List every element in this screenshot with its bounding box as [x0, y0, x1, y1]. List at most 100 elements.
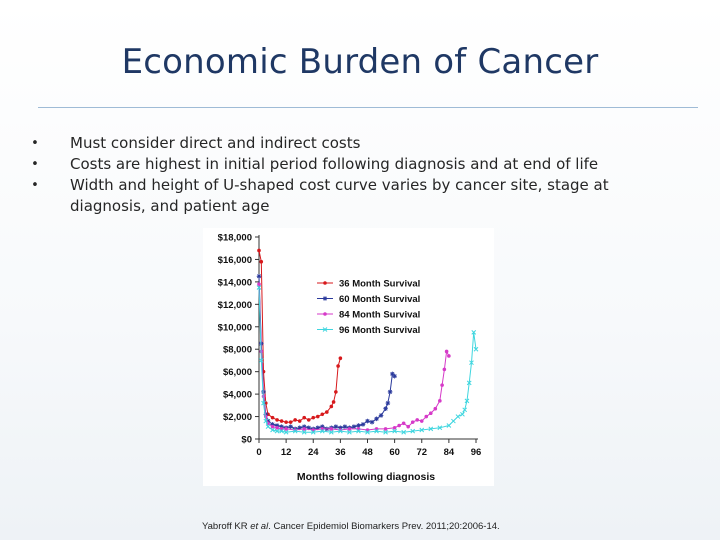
data-point	[451, 418, 456, 424]
data-point	[383, 429, 388, 435]
data-point	[315, 414, 320, 419]
data-point	[283, 429, 289, 435]
data-point	[469, 360, 474, 366]
series-line	[258, 284, 450, 431]
data-point	[365, 429, 370, 435]
data-point	[410, 420, 415, 424]
data-point	[261, 400, 266, 406]
data-point	[442, 367, 447, 372]
data-point	[274, 428, 280, 434]
legend-label: 84 Month Survival	[339, 310, 420, 321]
x-tick-label: 48	[362, 447, 373, 458]
data-point	[334, 390, 338, 394]
data-point	[275, 425, 279, 430]
legend-item: 96 Month Survival	[317, 325, 420, 336]
data-point	[265, 424, 271, 430]
data-point	[257, 248, 261, 253]
data-point	[297, 419, 302, 423]
data-point	[437, 425, 443, 431]
bullet-item: • Costs are highest in initial period fo…	[28, 154, 688, 175]
data-point	[310, 429, 316, 435]
data-point	[392, 425, 397, 430]
citation-etal: et al	[250, 521, 269, 532]
data-point	[406, 424, 410, 429]
y-tick-label: $6,000	[223, 367, 252, 378]
bullet-marker: •	[31, 136, 39, 151]
data-point	[410, 428, 416, 434]
data-point	[319, 424, 325, 429]
data-point	[383, 427, 388, 431]
data-point	[256, 273, 262, 279]
citation-authors: Yabroff KR	[202, 521, 251, 532]
data-point	[288, 424, 293, 429]
data-point	[392, 373, 397, 379]
data-point	[428, 426, 434, 432]
data-point	[351, 424, 357, 429]
data-point	[419, 427, 425, 433]
data-point	[356, 428, 361, 434]
data-point	[464, 398, 470, 404]
data-point	[447, 354, 451, 358]
data-point	[401, 421, 406, 426]
data-point	[322, 296, 328, 301]
data-point	[347, 427, 352, 431]
data-point	[297, 425, 302, 431]
data-point	[259, 259, 264, 264]
y-tick-label: $4,000	[223, 390, 252, 401]
legend-label: 36 Month Survival	[339, 279, 420, 290]
data-point	[323, 281, 327, 285]
data-point	[342, 424, 348, 429]
data-point	[329, 427, 334, 431]
data-point	[419, 419, 424, 423]
x-tick-label: 0	[256, 447, 261, 458]
series-96-month-survival	[256, 285, 479, 435]
y-tick-label: $2,000	[223, 412, 252, 423]
bullet-item: • Width and height of U-shaped cost curv…	[28, 175, 688, 217]
y-tick-label: $0	[241, 435, 252, 446]
data-point	[433, 406, 438, 411]
legend-item: 84 Month Survival	[317, 310, 420, 321]
legend-label: 60 Month Survival	[339, 294, 420, 305]
data-point	[257, 282, 261, 286]
data-point	[306, 418, 311, 422]
data-point	[279, 424, 284, 429]
data-point	[270, 422, 275, 427]
series-36-month-survival	[257, 248, 343, 424]
data-point	[319, 428, 325, 434]
data-point	[387, 389, 393, 395]
data-point	[288, 420, 293, 424]
data-point	[275, 418, 279, 422]
bullet-marker: •	[31, 178, 39, 193]
data-point	[293, 418, 297, 422]
data-point	[258, 358, 264, 363]
bullet-text: Costs are highest in initial period foll…	[70, 155, 599, 173]
y-tick-label: $10,000	[218, 322, 252, 333]
cost-curve-chart: $0 $2,000 $4,000 $6,000 $8,000 $10,000 $12,000…	[218, 233, 482, 484]
bullet-list: • Must consider direct and indirect cost…	[28, 133, 688, 217]
data-point	[328, 429, 334, 435]
legend-label: 96 Month Survival	[339, 325, 420, 336]
slide-title: Economic Burden of Cancer	[121, 42, 599, 82]
legend-item: 36 Month Survival	[317, 279, 420, 290]
bullet-marker: •	[31, 157, 39, 172]
data-point	[333, 424, 339, 429]
y-tick-label: $18,000	[218, 233, 252, 244]
data-point	[292, 428, 298, 434]
y-tick-label: $14,000	[218, 277, 252, 288]
chart-panel: $0 $2,000 $4,000 $6,000 $8,000 $10,000 $12,000…	[203, 228, 494, 486]
data-point	[265, 418, 271, 424]
data-point	[331, 400, 336, 404]
x-tick-label: 96	[471, 447, 482, 458]
data-point	[462, 407, 468, 413]
data-point	[438, 399, 442, 403]
data-point	[397, 423, 401, 428]
data-point	[338, 425, 343, 431]
data-point	[440, 383, 444, 387]
data-point	[279, 428, 284, 434]
data-point	[270, 415, 275, 420]
data-point	[270, 424, 275, 429]
data-point	[365, 418, 370, 424]
data-point	[347, 429, 352, 435]
data-point	[279, 419, 284, 423]
data-point	[424, 414, 429, 419]
